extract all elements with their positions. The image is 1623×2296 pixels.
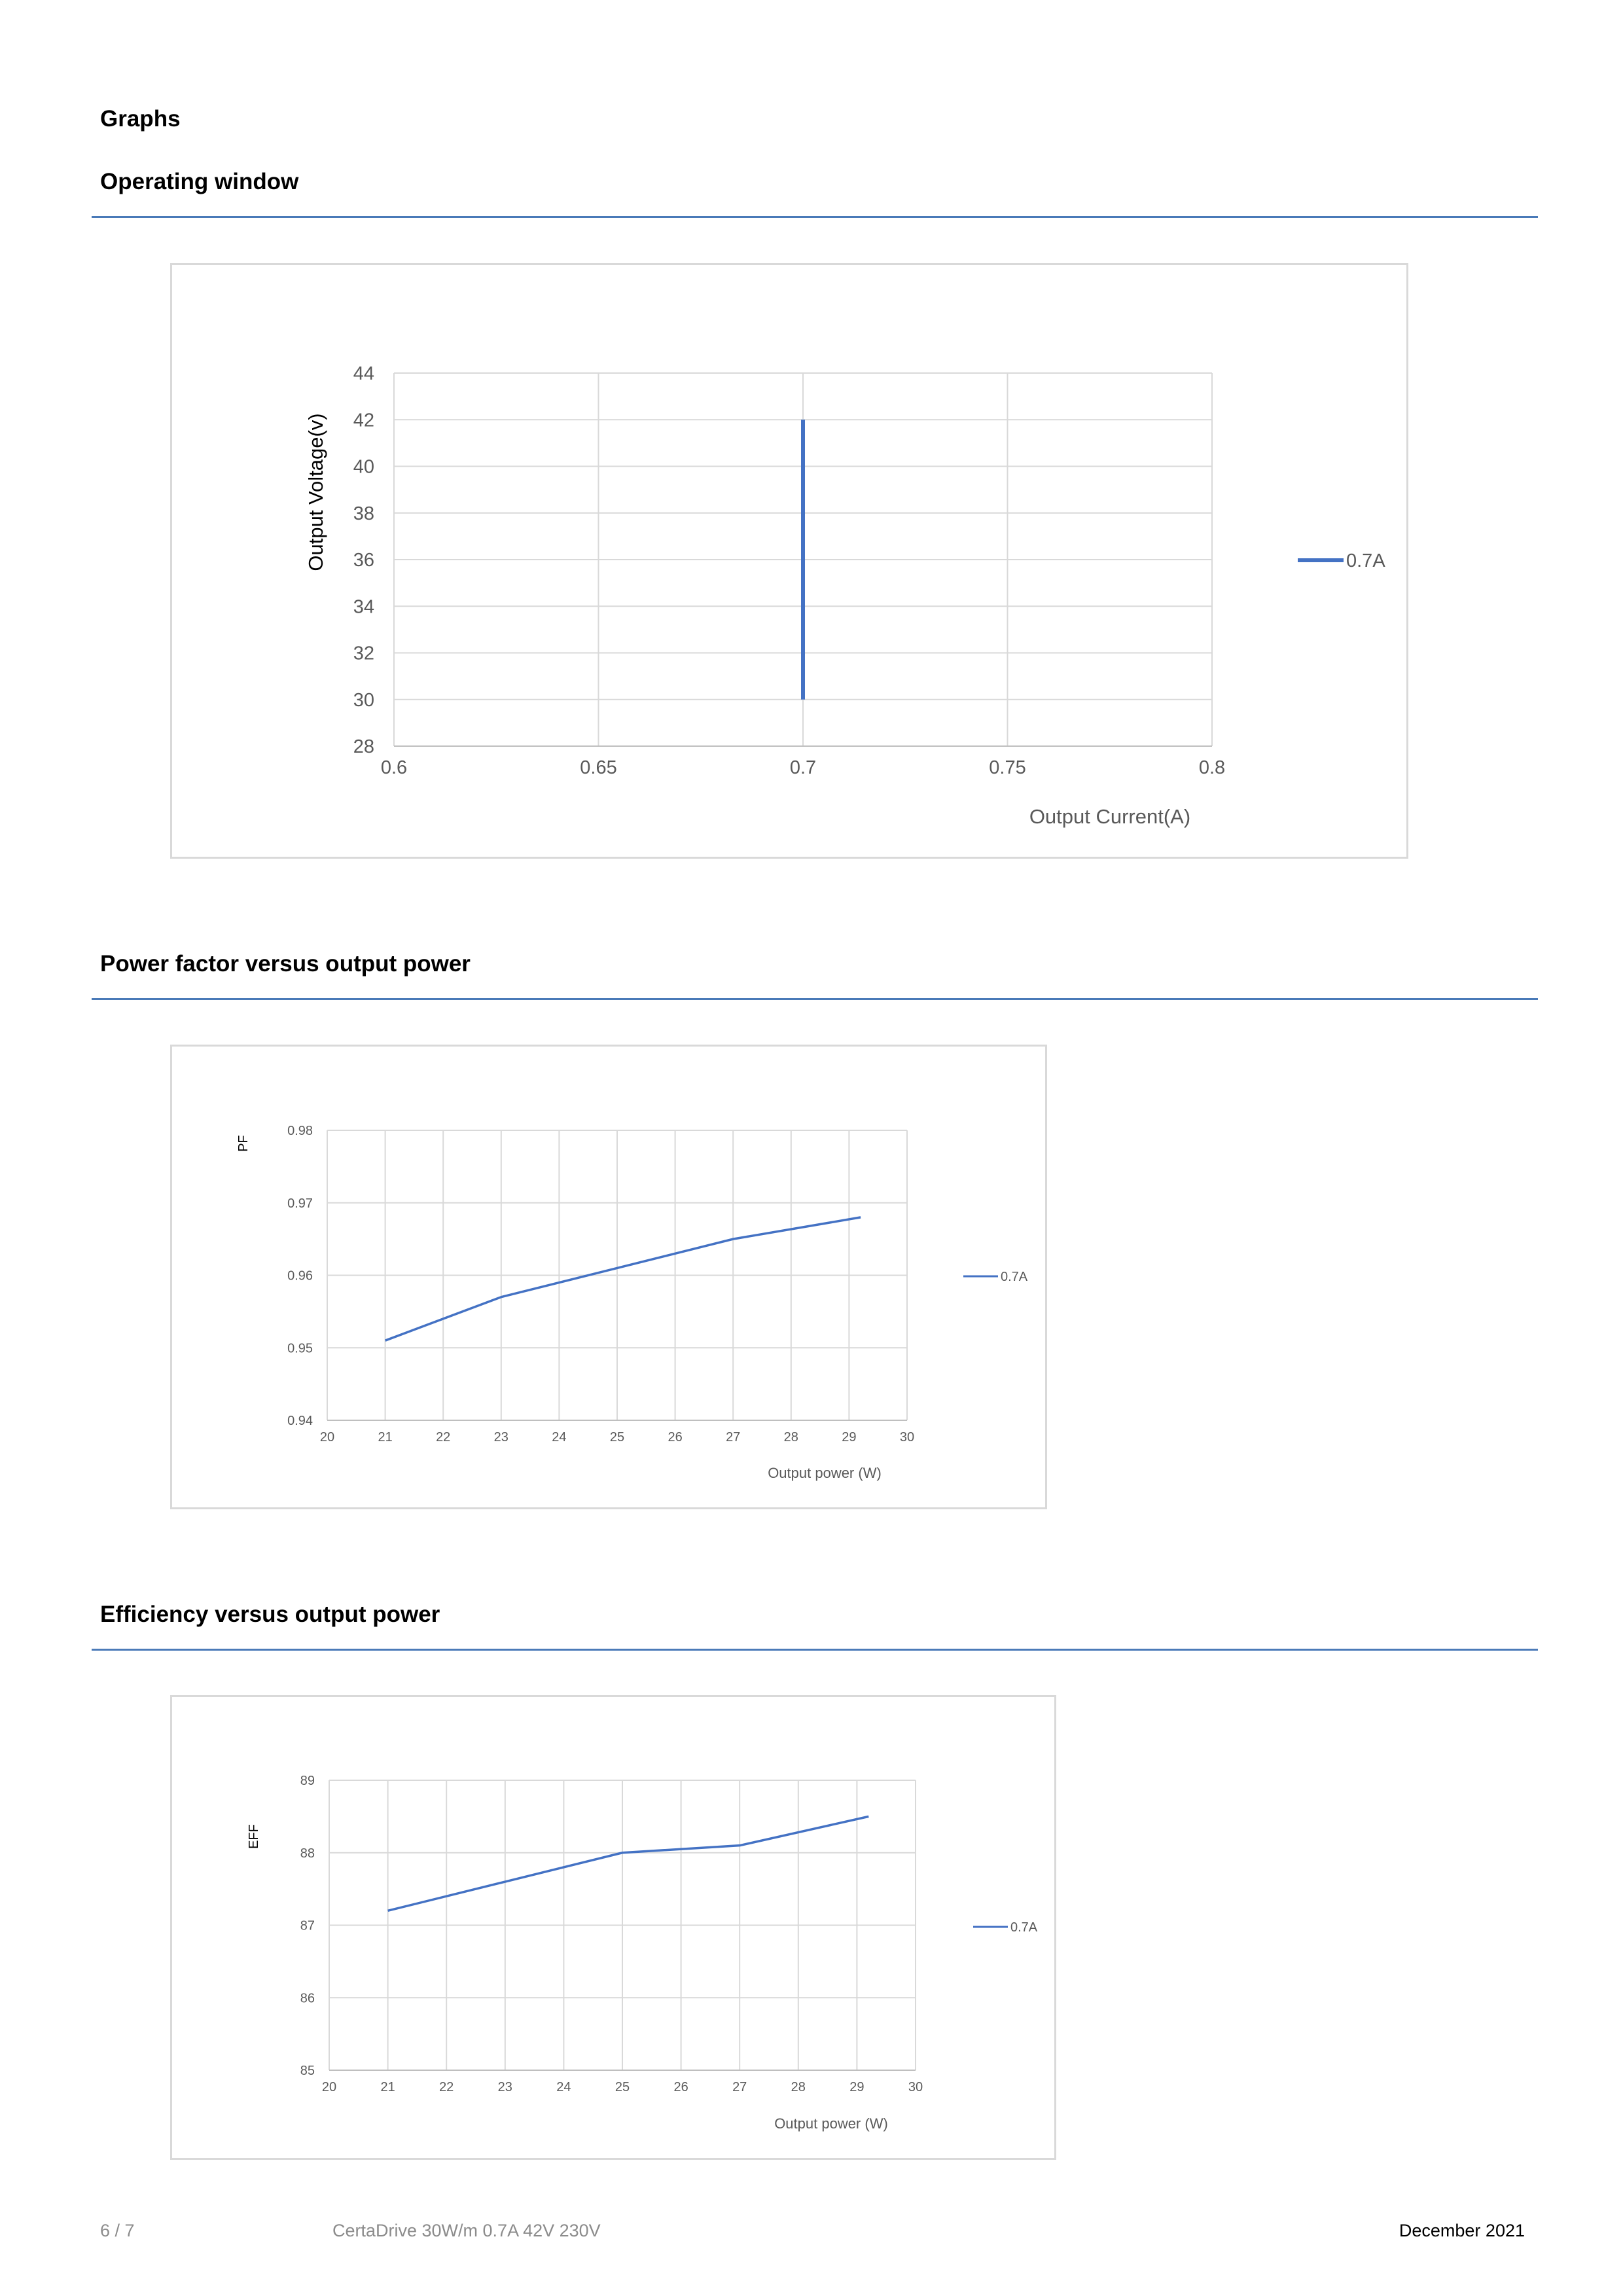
y-tick-label: 40 [353, 457, 374, 478]
x-tick-label: 25 [615, 2080, 630, 2094]
section-title-operating-window: Operating window [100, 169, 299, 194]
y-tick-label: 87 [300, 1919, 315, 1933]
y-tick-label: 42 [353, 410, 374, 431]
y-tick-label: 85 [300, 2064, 315, 2078]
x-tick-label: 21 [378, 1430, 392, 1444]
y-tick-label: 30 [353, 690, 374, 711]
section-title-efficiency: Efficiency versus output power [100, 1602, 440, 1627]
y-tick-label: 0.96 [287, 1269, 313, 1283]
section-divider [92, 216, 1538, 218]
legend-label: 0.7A [1346, 550, 1385, 571]
y-tick-label: 36 [353, 550, 374, 571]
x-tick-label: 27 [732, 2080, 747, 2094]
y-tick-label: 0.94 [287, 1414, 313, 1428]
y-axis-title: PF [236, 1135, 251, 1152]
y-tick-label: 44 [353, 363, 374, 384]
x-axis-title: Output Current(A) [1029, 805, 1190, 828]
x-tick-label: 0.65 [580, 757, 616, 778]
footer-page-number: 6 / 7 [100, 2221, 135, 2240]
y-tick-label: 0.95 [287, 1341, 313, 1355]
x-tick-label: 28 [784, 1430, 798, 1444]
y-tick-label: 88 [300, 1846, 315, 1861]
x-tick-label: 26 [673, 2080, 688, 2094]
x-tick-label: 24 [552, 1430, 566, 1444]
x-tick-label: 29 [849, 2080, 864, 2094]
section-title-power-factor: Power factor versus output power [100, 951, 471, 977]
y-tick-label: 28 [353, 736, 374, 757]
x-tick-label: 22 [436, 1430, 450, 1444]
x-tick-label: 0.75 [989, 757, 1026, 778]
y-axis-title: Output Voltage(v) [304, 413, 327, 571]
y-tick-label: 0.97 [287, 1196, 313, 1211]
page-heading: Graphs [100, 106, 181, 132]
x-axis-title: Output power (W) [768, 1465, 882, 1481]
section-divider [92, 998, 1538, 1000]
x-tick-label: 0.7 [790, 757, 816, 778]
x-tick-label: 22 [439, 2080, 454, 2094]
x-tick-label: 20 [320, 1430, 334, 1444]
section-divider [92, 1649, 1538, 1651]
x-tick-label: 23 [498, 2080, 512, 2094]
x-tick-label: 30 [900, 1430, 914, 1444]
x-tick-label: 23 [494, 1430, 508, 1444]
y-axis-title: EFF [247, 1824, 261, 1849]
x-tick-label: 29 [842, 1430, 856, 1444]
x-axis-title: Output power (W) [774, 2115, 888, 2132]
series-line [387, 1815, 869, 1912]
x-tick-label: 27 [726, 1430, 740, 1444]
y-tick-label: 34 [353, 596, 374, 617]
x-tick-label: 0.8 [1199, 757, 1225, 778]
footer-date: December 2021 [1399, 2221, 1525, 2240]
y-tick-label: 86 [300, 1991, 315, 2005]
x-tick-label: 26 [668, 1430, 682, 1444]
legend-label: 0.7A [1001, 1270, 1028, 1284]
x-tick-label: 20 [322, 2080, 336, 2094]
series-line [384, 1216, 861, 1342]
x-tick-label: 21 [380, 2080, 395, 2094]
x-tick-label: 24 [556, 2080, 571, 2094]
footer-product-name: CertaDrive 30W/m 0.7A 42V 230V [332, 2221, 601, 2240]
legend-label: 0.7A [1010, 1920, 1038, 1935]
x-tick-label: 25 [610, 1430, 624, 1444]
chart-frame-power-factor [170, 1045, 1047, 1509]
chart-frame-operating-window [170, 263, 1408, 859]
x-tick-label: 28 [791, 2080, 806, 2094]
chart-frame-efficiency [170, 1695, 1056, 2160]
y-tick-label: 0.98 [287, 1124, 313, 1138]
x-tick-label: 0.6 [381, 757, 407, 778]
y-tick-label: 32 [353, 643, 374, 664]
y-tick-label: 89 [300, 1774, 315, 1788]
x-tick-label: 30 [908, 2080, 923, 2094]
y-tick-label: 38 [353, 503, 374, 524]
